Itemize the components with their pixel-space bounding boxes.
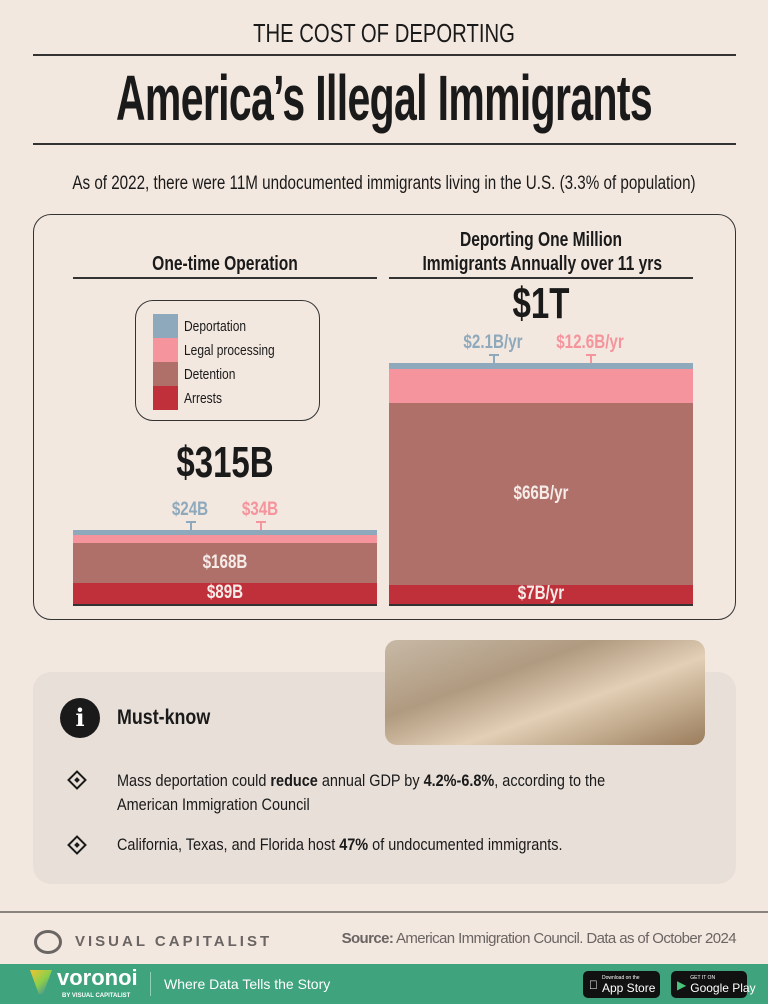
bar-segment-legal-processing (73, 535, 377, 544)
swatch (153, 386, 178, 410)
text: California, Texas, and Florida host (117, 835, 340, 854)
bar-segment-deportation (389, 362, 693, 369)
source-text: American Immigration Council. Data as of… (393, 930, 737, 947)
bar-segment-detention (389, 403, 693, 585)
segment-label: $7B/yr (517, 583, 565, 605)
annotation-label: $2.1B/yr (463, 331, 523, 353)
brand-name: VISUAL CAPITALIST (75, 933, 273, 950)
right-title-line2: Immigrants Annually over 11 yrs (422, 253, 663, 275)
subtitle: As of 2022, there were 11M undocumented … (72, 173, 696, 194)
bar-segment-deportation (73, 529, 377, 536)
left-chart-title: One-time Operation (152, 253, 298, 275)
legend-label: Detention (184, 365, 236, 383)
bullet-states: California, Texas, and Florida host 47% … (117, 833, 661, 857)
text-bold: 47% (339, 835, 369, 854)
annotation-tick (256, 520, 266, 530)
source-note: Source: American Immigration Council. Da… (340, 930, 737, 948)
legend-label: Legal processing (184, 341, 275, 359)
voronoi-by: BY VISUAL CAPITALIST (62, 993, 131, 999)
divider (33, 143, 736, 145)
left-total: $315B (176, 438, 274, 487)
baseline (73, 604, 377, 606)
right-total: $1T (512, 279, 570, 328)
footer-bar: voronoi BY VISUAL CAPITALIST Where Data … (0, 964, 768, 1004)
label: App Store (593, 980, 655, 995)
divider (0, 911, 768, 913)
right-chart-title: Deporting One Million Immigrants Annually… (422, 228, 663, 276)
bar-segment-arrests (73, 582, 377, 604)
text: of undocumented immigrants. (368, 835, 563, 854)
legend: Deportation Legal processing Detention A… (135, 300, 320, 421)
annotation-label: $34B (241, 498, 279, 520)
divider (150, 972, 151, 996)
legend-label: Deportation (184, 317, 247, 335)
google-play-button[interactable]: ▶ GET IT ON Google Play (671, 971, 756, 998)
right-title-line1: Deporting One Million (459, 229, 623, 251)
divider (33, 54, 736, 56)
legend-item-arrests: Arrests (153, 386, 232, 410)
play-icon: ▶ (677, 977, 687, 992)
border-fence-photo (385, 640, 705, 745)
page-title: America’s Illegal Immigrants (115, 62, 653, 134)
legend-item-deportation: Deportation (153, 314, 262, 338)
annotation-tick (489, 353, 499, 363)
swatch (153, 362, 178, 386)
baseline (389, 604, 693, 606)
legend-item-legal: Legal processing (153, 338, 297, 362)
tagline: Where Data Tells the Story (164, 976, 331, 992)
bar-segment-arrests (389, 584, 693, 604)
bar-segment-detention (73, 543, 377, 583)
segment-label: $66B/yr (513, 483, 569, 504)
bar-segment-legal-processing (389, 368, 693, 404)
label: Google Play (690, 980, 756, 995)
segment-label: $89B (206, 582, 244, 604)
apple-icon:  (589, 978, 598, 992)
segment-label: $168B (202, 552, 248, 574)
kicker: THE COST OF DEPORTING (253, 18, 515, 48)
visual-capitalist-logo-icon (34, 930, 62, 954)
text-bold: 4.2%-6.8% (423, 771, 495, 790)
swatch (153, 338, 178, 362)
annotation-label: $24B (171, 498, 209, 520)
source-label: Source: (341, 930, 394, 947)
voronoi-logo: voronoi (57, 965, 138, 990)
chart-panel (33, 214, 736, 620)
annotation-tick (586, 353, 596, 363)
bullet-gdp: Mass deportation could reduce annual GDP… (117, 769, 661, 817)
label: Download on the (593, 974, 640, 981)
must-know-title: Must-know (117, 706, 211, 729)
text-bold: reduce (270, 771, 318, 790)
annotation-label: $12.6B/yr (556, 331, 624, 353)
text: , according to the American Immigration … (117, 771, 606, 814)
voronoi-logo-icon (30, 970, 52, 994)
legend-item-detention: Detention (153, 362, 248, 386)
label: GET IT ON (690, 974, 716, 981)
divider (73, 277, 377, 279)
annotation-tick (186, 520, 196, 530)
divider (389, 277, 693, 279)
text: Mass deportation could (117, 771, 271, 790)
text: annual GDP by (317, 771, 424, 790)
info-icon: i (60, 698, 100, 738)
swatch (153, 314, 178, 338)
legend-label: Arrests (184, 389, 223, 407)
